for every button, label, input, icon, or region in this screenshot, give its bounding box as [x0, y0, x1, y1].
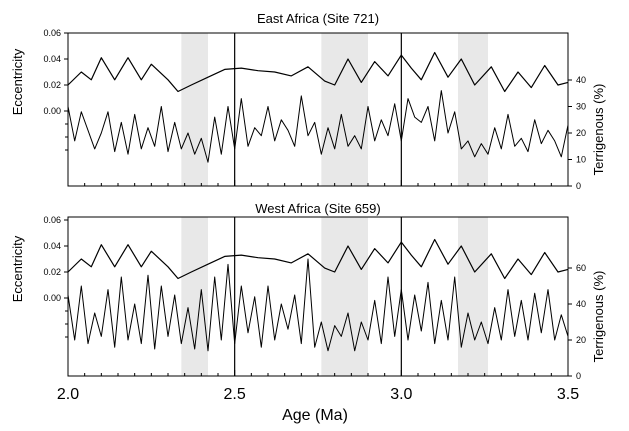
terrigenous-line: [67, 90, 569, 163]
right-axis-label: Terrigenous (%): [591, 271, 606, 363]
right-tick-label: 60: [576, 263, 586, 273]
left-tick-label: 0.00: [43, 106, 61, 116]
right-tick-label: 0: [576, 371, 581, 381]
left-tick-label: 0.06: [43, 28, 61, 38]
x-tick-label: 3.5: [557, 386, 579, 403]
left-tick-label: 0.00: [43, 293, 61, 303]
grey-band: [181, 217, 208, 376]
x-tick-label: 3.0: [390, 386, 412, 403]
panel-title: West Africa (Site 659): [255, 201, 380, 216]
terrigenous-line: [67, 258, 569, 352]
left-tick-label: 0.06: [43, 215, 61, 225]
left-tick-label: 0.04: [43, 241, 61, 251]
right-tick-label: 40: [576, 299, 586, 309]
x-tick-label: 2.5: [224, 386, 246, 403]
right-tick-label: 20: [576, 128, 586, 138]
grey-band: [321, 217, 368, 376]
grey-band: [321, 33, 368, 186]
right-axis-label: Terrigenous (%): [591, 84, 606, 176]
x-axis-label: Age (Ma): [282, 407, 348, 424]
right-tick-label: 0: [576, 181, 581, 191]
right-tick-label: 30: [576, 102, 586, 112]
left-axis-label: Eccentricity: [10, 235, 25, 302]
grey-band: [181, 33, 208, 186]
eccentricity-line: [67, 51, 569, 93]
right-tick-label: 40: [576, 75, 586, 85]
grey-band: [458, 33, 488, 186]
panel-title: East Africa (Site 721): [257, 11, 379, 26]
grey-band: [458, 217, 488, 376]
plot-frame: [67, 32, 569, 187]
left-axis-label: Eccentricity: [10, 48, 25, 115]
plot-frame: [67, 216, 569, 377]
x-tick-label: 2.0: [57, 386, 79, 403]
left-tick-label: 0.04: [43, 54, 61, 64]
left-tick-label: 0.02: [43, 267, 61, 277]
right-tick-label: 10: [576, 155, 586, 165]
eccentricity-line: [67, 238, 569, 280]
left-tick-label: 0.02: [43, 80, 61, 90]
right-tick-label: 20: [576, 335, 586, 345]
